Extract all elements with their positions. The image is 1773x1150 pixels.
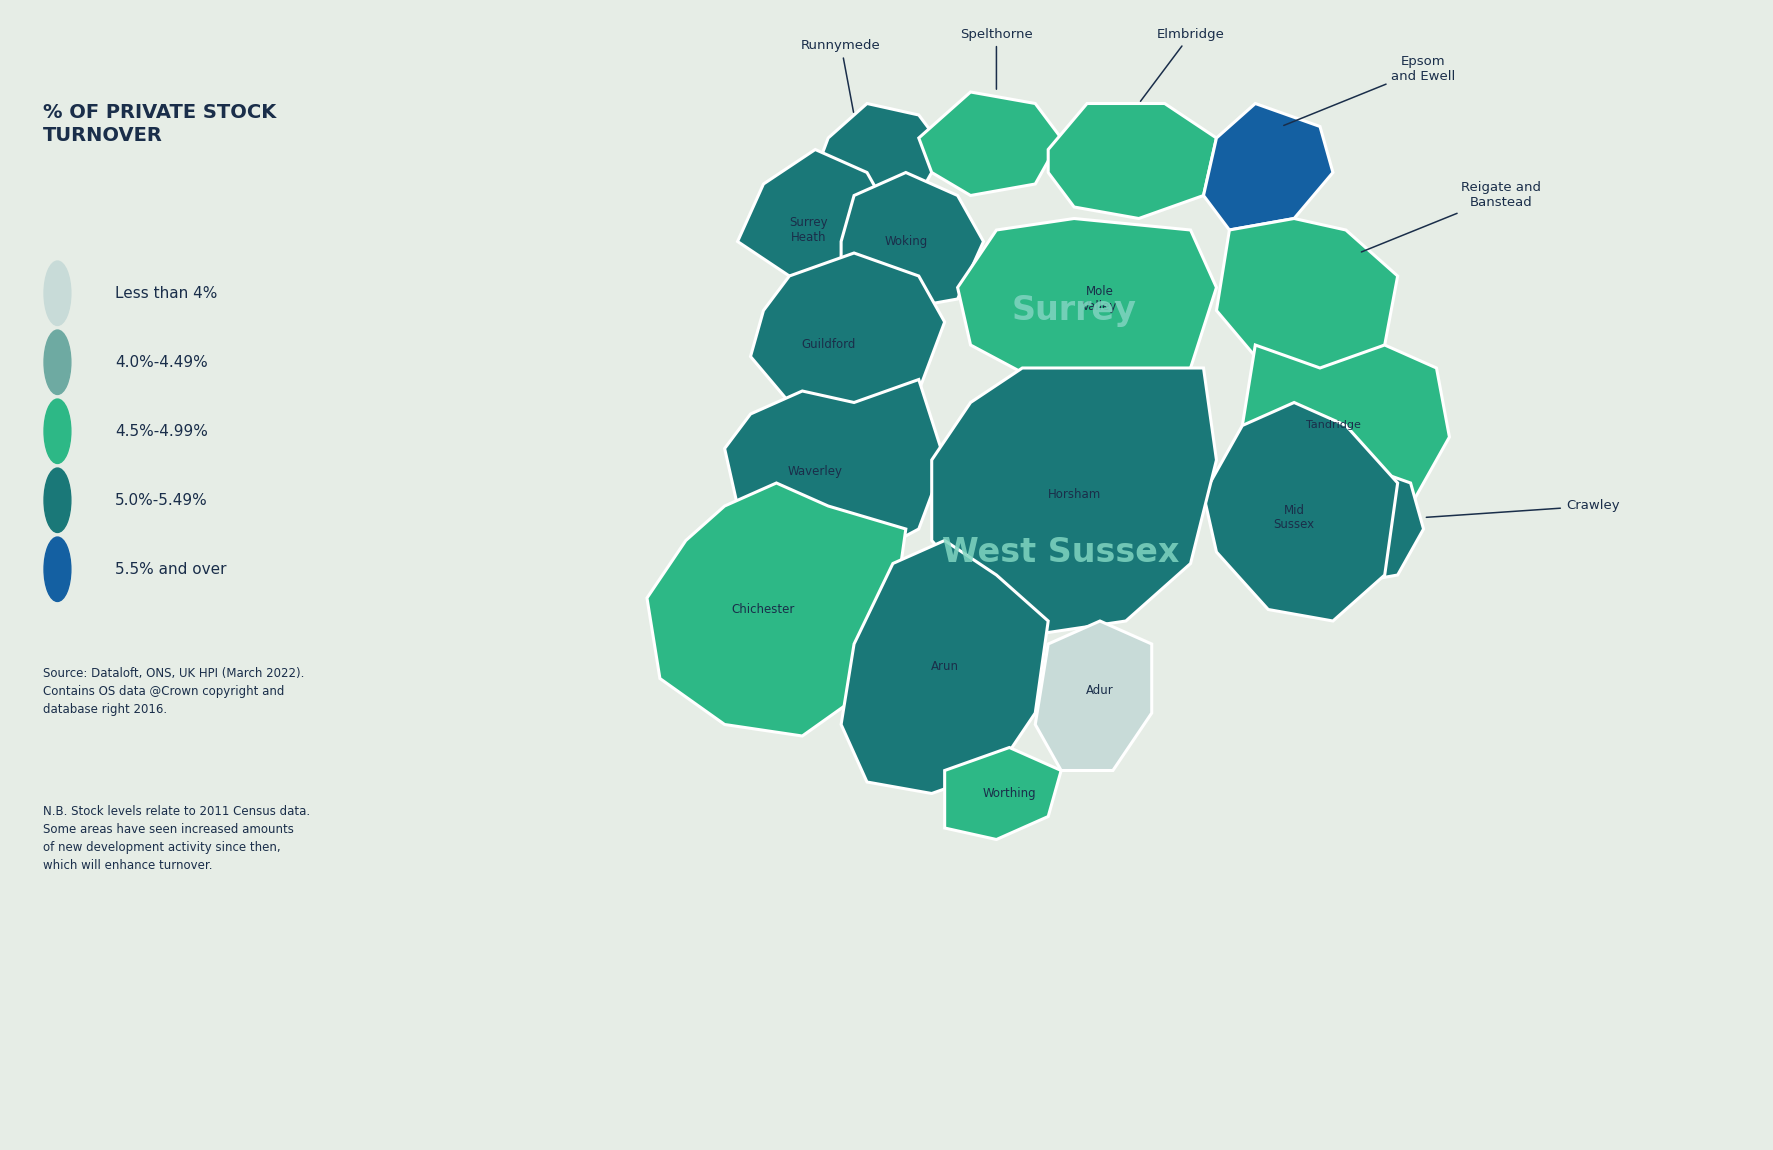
Circle shape	[44, 330, 71, 394]
Text: Source: Dataloft, ONS, UK HPI (March 2022).
Contains OS data @Crown copyright an: Source: Dataloft, ONS, UK HPI (March 202…	[43, 667, 305, 716]
Text: Less than 4%: Less than 4%	[115, 285, 218, 301]
Text: Waverley: Waverley	[787, 465, 842, 478]
Text: West Sussex: West Sussex	[943, 536, 1179, 568]
Polygon shape	[957, 218, 1216, 391]
Text: Mole
Valley: Mole Valley	[1082, 285, 1117, 313]
Text: Surrey
Heath: Surrey Heath	[789, 216, 828, 244]
Polygon shape	[840, 172, 984, 310]
Polygon shape	[816, 104, 945, 207]
Polygon shape	[1216, 218, 1397, 380]
Text: Crawley: Crawley	[1425, 499, 1619, 518]
Text: Runnymede: Runnymede	[801, 39, 881, 113]
Circle shape	[44, 537, 71, 601]
Polygon shape	[1204, 402, 1397, 621]
Polygon shape	[1035, 621, 1152, 770]
Text: Horsham: Horsham	[1048, 488, 1101, 501]
Polygon shape	[918, 92, 1060, 196]
Polygon shape	[1048, 104, 1216, 218]
Polygon shape	[1294, 460, 1424, 586]
Text: 4.5%-4.99%: 4.5%-4.99%	[115, 423, 207, 439]
Polygon shape	[1204, 104, 1333, 230]
Text: 4.0%-4.49%: 4.0%-4.49%	[115, 354, 207, 370]
Text: Surrey: Surrey	[1012, 294, 1136, 327]
Text: % OF PRIVATE STOCK
TURNOVER: % OF PRIVATE STOCK TURNOVER	[43, 104, 277, 145]
Text: Adur: Adur	[1087, 683, 1113, 697]
Text: 5.0%-5.49%: 5.0%-5.49%	[115, 492, 207, 508]
Polygon shape	[738, 150, 894, 276]
Polygon shape	[725, 380, 945, 564]
Text: Worthing: Worthing	[982, 787, 1035, 800]
Polygon shape	[945, 748, 1060, 840]
Text: Spelthorne: Spelthorne	[959, 28, 1034, 90]
Text: Tandridge: Tandridge	[1305, 421, 1360, 430]
Text: Reigate and
Banstead: Reigate and Banstead	[1362, 182, 1541, 252]
Polygon shape	[933, 368, 1216, 632]
Circle shape	[44, 468, 71, 532]
Text: Arun: Arun	[931, 660, 959, 674]
Polygon shape	[647, 483, 906, 736]
Text: N.B. Stock levels relate to 2011 Census data.
Some areas have seen increased amo: N.B. Stock levels relate to 2011 Census …	[43, 805, 310, 872]
Circle shape	[44, 261, 71, 325]
Polygon shape	[840, 540, 1048, 794]
Text: Woking: Woking	[885, 235, 927, 248]
Text: Epsom
and Ewell: Epsom and Ewell	[1284, 55, 1456, 125]
Text: Mid
Sussex: Mid Sussex	[1273, 504, 1314, 531]
Text: Chichester: Chichester	[732, 603, 794, 616]
Circle shape	[44, 399, 71, 463]
Polygon shape	[1243, 345, 1450, 518]
Text: Elmbridge: Elmbridge	[1140, 28, 1225, 101]
Polygon shape	[750, 253, 945, 426]
Text: Guildford: Guildford	[801, 338, 855, 352]
Text: 5.5% and over: 5.5% and over	[115, 561, 227, 577]
